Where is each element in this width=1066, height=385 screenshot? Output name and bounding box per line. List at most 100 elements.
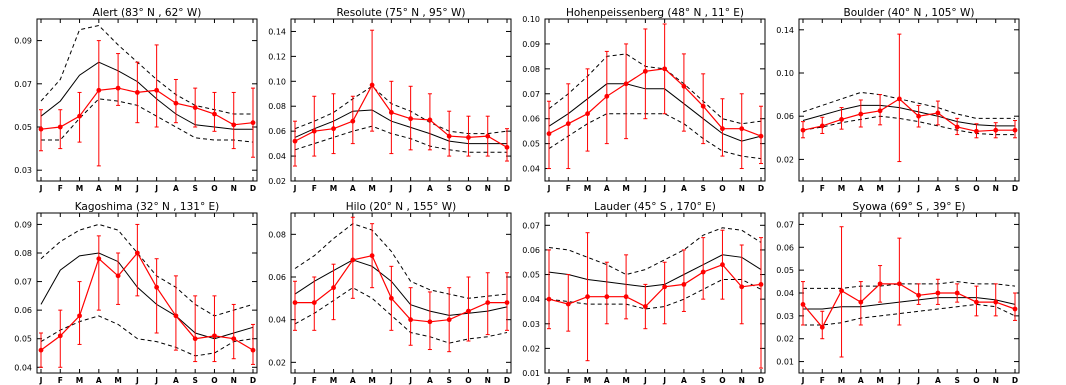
observed-point [604,93,610,99]
panel-title: Syowa (69° S , 39° E) [852,201,965,213]
y-tick-label: 0.05 [522,271,540,280]
panel-1: Resolute (75° N , 95° W) 0.02 0.04 0.06 0.08… [268,7,512,193]
y-tick-label: 0.01 [522,369,540,378]
panel-title: Kagoshima (32° N , 131° E) [75,201,220,213]
x-tick-label: D [1012,376,1018,385]
observed-point [369,82,375,88]
observed-point [350,257,356,263]
model-line [40,61,253,130]
observed-point [331,126,336,132]
observed-point [662,284,668,290]
x-tick-label: M [76,184,83,193]
observed-point [173,100,179,106]
panel-title: Boulder (40° N , 105° W) [844,7,975,19]
x-tick-label: J [408,376,412,385]
x-tick-label: J [293,376,297,385]
plot-frame [798,18,1020,182]
x-tick-label: F [58,184,63,193]
model-line [802,104,1015,127]
x-tick-label: O [465,184,471,193]
panel-0: Alert (83° N , 62° W) 0.03 0.05 0.07 0.09 J F M… [14,7,258,193]
x-tick-label: A [96,184,102,193]
x-tick-label: M [76,376,83,385]
observed-line [40,87,254,130]
x-tick-label: O [465,376,471,385]
observed-point [212,333,217,339]
model-line [40,252,254,340]
y-tick-label: 0.09 [522,40,540,49]
model-upper-line [294,85,508,135]
observed-point [231,122,237,128]
observed-point [642,68,648,74]
plot-area [800,226,1018,358]
panel-5: Hilo (20° N , 155° W) 0.02 0.04 0.06 0.08 J F M… [268,201,512,385]
observed-point [839,288,844,294]
x-tick-label: D [504,184,510,193]
y-tick-label: 0.10 [522,15,540,24]
x-tick-label: D [758,376,764,385]
plot-frame [544,18,766,182]
y-tick-label: 0.10 [268,77,286,86]
observed-point [858,111,864,117]
y-tick-label: 0.08 [522,65,540,74]
observed-line [295,255,507,323]
model-lower-line [548,279,762,310]
model-line [548,254,762,288]
x-tick-label: F [566,184,571,193]
observed-point [292,138,298,144]
model-line [548,83,762,142]
x-tick-label: S [192,376,197,385]
observed-point [877,108,883,114]
plot-frame [36,212,258,374]
plot-frame [290,212,512,374]
x-tick-label: J [897,184,901,193]
y-tick-label: 0.06 [14,306,32,315]
x-tick-label: O [211,376,217,385]
y-tick-label: 0.06 [268,273,286,282]
observed-point [388,110,394,115]
observed-point [700,269,706,275]
x-tick-label: A [350,184,356,193]
x-tick-label: M [584,184,591,193]
x-tick-label: F [820,376,825,385]
plot-frame [290,18,512,182]
observed-point [485,300,491,305]
x-tick-label: M [622,376,629,385]
x-tick-label: J [135,376,139,385]
model-lower-line [41,98,254,143]
y-tick-label: 0.03 [776,312,794,321]
x-tick-label: D [758,184,764,193]
y-tick-label: 0.05 [522,140,540,149]
y-tick-label: 0.06 [522,115,540,124]
observed-point [408,116,414,122]
observed-point [896,96,902,102]
x-tick-label: A [681,184,687,193]
observed-point [858,299,864,305]
observed-point [57,124,63,130]
y-tick-label: 0.07 [522,90,540,99]
x-tick-label: A [935,376,941,385]
observed-point [720,262,725,268]
panel-4: Kagoshima (32° N , 131° E) 0.04 0.05 0.06 0.… [14,201,258,385]
x-tick-label: J [897,376,901,385]
model-upper-line [548,227,762,276]
observed-point [427,117,433,123]
observed-point [720,126,725,132]
x-tick-label: S [446,184,451,193]
observed-point [896,281,902,287]
model-line [294,109,507,145]
observed-point [134,90,140,95]
y-tick-label: 0.06 [776,112,794,121]
observed-point [800,127,806,133]
observed-point [96,256,102,262]
observed-point [350,118,356,124]
observed-point [700,103,706,109]
x-tick-label: S [954,376,959,385]
observed-point [839,117,844,122]
y-tick-label: 0.08 [14,249,32,258]
x-tick-label: M [114,184,121,193]
x-tick-label: S [954,184,959,193]
y-tick-label: 0.02 [268,358,286,367]
observed-point [662,66,668,72]
observed-point [38,347,44,353]
